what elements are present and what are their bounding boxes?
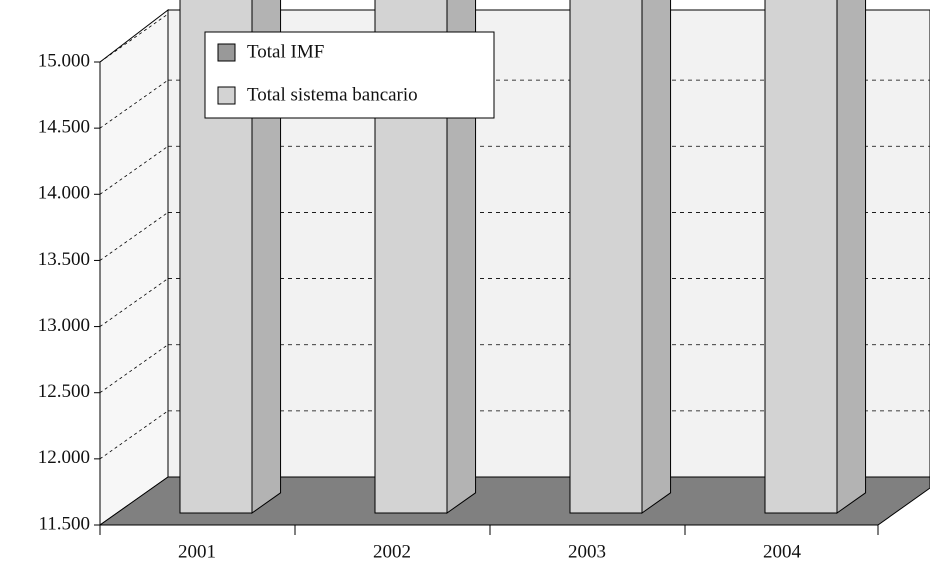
y-tick-label: 13.000 bbox=[38, 315, 90, 336]
x-tick-label: 2004 bbox=[763, 541, 802, 562]
bar-side bbox=[836, 0, 867, 514]
grid-line bbox=[99, 79, 169, 129]
x-tick-label: 2001 bbox=[178, 541, 216, 562]
y-tick-label: 14.000 bbox=[38, 183, 90, 204]
legend: Total IMF Total sistema bancario bbox=[204, 31, 495, 119]
y-tick-label: 15.000 bbox=[38, 50, 90, 71]
y-tick-label: 12.000 bbox=[38, 447, 90, 468]
legend-box bbox=[204, 31, 495, 119]
bar-side bbox=[446, 0, 477, 514]
bar bbox=[569, 0, 643, 514]
y-tick-label: 14.500 bbox=[38, 117, 90, 138]
y-tick-label: 12.500 bbox=[38, 381, 90, 402]
x-tick-label: 2002 bbox=[373, 541, 411, 562]
side-wall bbox=[99, 8, 169, 526]
grid-line bbox=[99, 212, 169, 261]
y-tick-label: 13.500 bbox=[38, 249, 90, 270]
bar-side bbox=[251, 0, 282, 514]
bar bbox=[764, 0, 838, 514]
y-tick-label: 11.500 bbox=[38, 513, 90, 534]
grid-line bbox=[99, 278, 169, 327]
grid-line bbox=[99, 145, 169, 195]
grid-line bbox=[99, 344, 169, 394]
legend-label: Total sistema bancario bbox=[247, 84, 418, 105]
bar-side bbox=[641, 0, 672, 514]
grid-line bbox=[99, 410, 169, 460]
legend-swatch bbox=[217, 86, 236, 105]
legend-swatch bbox=[217, 43, 236, 62]
x-tick-label: 2003 bbox=[568, 541, 606, 562]
grid-line bbox=[99, 13, 169, 63]
legend-label: Total IMF bbox=[247, 41, 324, 62]
